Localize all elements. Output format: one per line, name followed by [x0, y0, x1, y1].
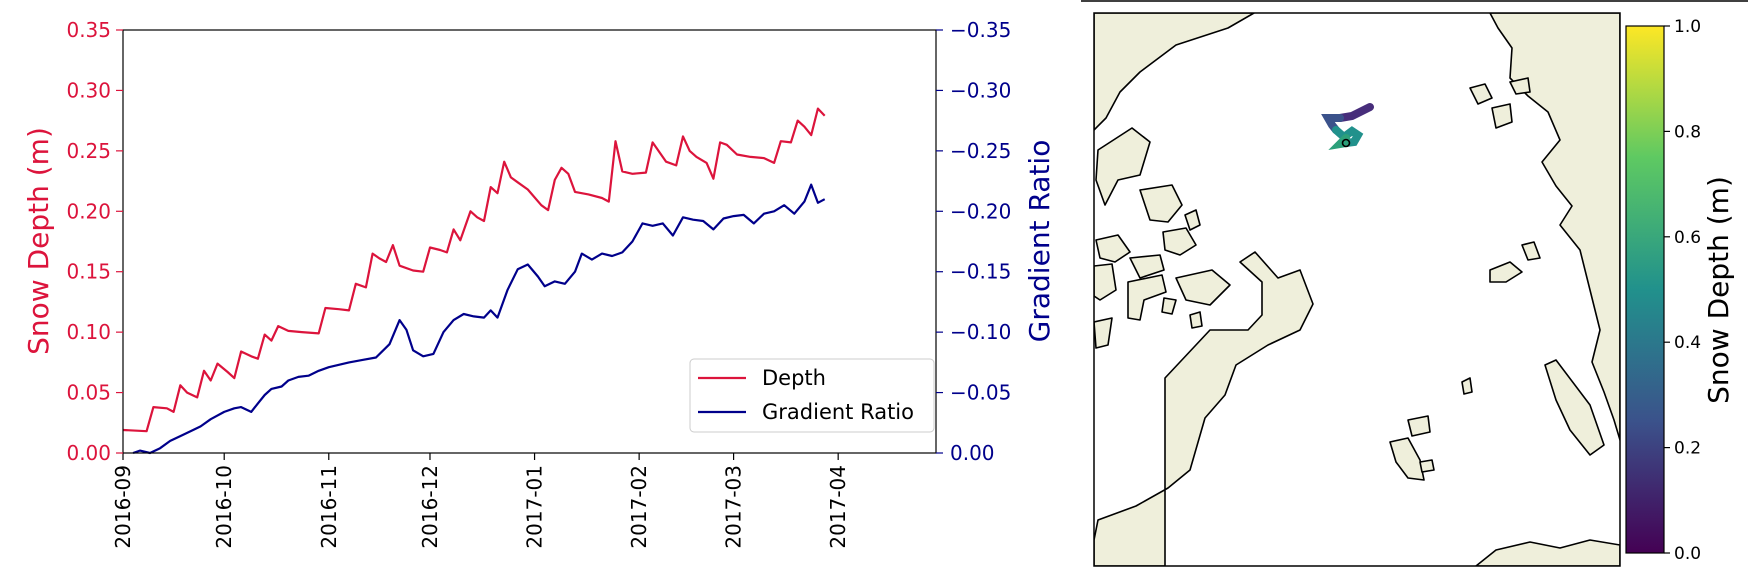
x-tick-label: 2016-11 [317, 465, 341, 549]
colorbar-tick-label: 1.0 [1674, 17, 1701, 37]
land-island-12 [1190, 312, 1202, 328]
y-tick-label: 0.25 [66, 139, 111, 163]
x-axis: 2016-09 2016-10 2016-11 2016-12 2017-01 2017-… [111, 453, 850, 549]
colorbar-tick-label: 0.2 [1674, 439, 1701, 459]
y-axis-left: 0.00 0.05 0.10 0.15 0.20 0.25 0.30 0.35 [66, 18, 123, 465]
line-chart: 2016-09 2016-10 2016-11 2016-12 2017-01 2017-… [22, 18, 1056, 549]
colorbar-gradient [1626, 26, 1664, 553]
y-tick-label: 0.20 [66, 199, 111, 223]
x-tick-label: 2016-09 [111, 465, 135, 549]
land-island-22 [1420, 460, 1434, 472]
colorbar-tick-label: 0.0 [1674, 544, 1701, 564]
colorbar: 0.0 0.2 0.4 0.6 0.8 1.0 Snow Depth (m) [1626, 17, 1735, 564]
y2-tick-label: −0.15 [950, 260, 1011, 284]
land-island-20 [1408, 416, 1430, 436]
x-tick-label: 2017-02 [627, 465, 651, 549]
y2-tick-label: 0.00 [950, 441, 995, 465]
colorbar-tick-label: 0.4 [1674, 333, 1701, 353]
y2-tick-label: −0.25 [950, 139, 1011, 163]
y-tick-label: 0.15 [66, 260, 111, 284]
y2-tick-label: −0.20 [950, 199, 1011, 223]
land-island-18 [1462, 378, 1472, 394]
x-tick-label: 2017-03 [722, 465, 746, 549]
y-tick-label: 0.05 [66, 381, 111, 405]
y2-tick-label: −0.30 [950, 78, 1011, 102]
y2-axis-label: Gradient Ratio [1023, 140, 1056, 343]
x-tick-label: 2017-01 [523, 465, 547, 549]
y-tick-label: 0.10 [66, 320, 111, 344]
colorbar-ticks: 0.0 0.2 0.4 0.6 0.8 1.0 [1664, 17, 1701, 564]
colorbar-label: Snow Depth (m) [1702, 176, 1735, 404]
y-tick-label: 0.00 [66, 441, 111, 465]
legend-label-gradient: Gradient Ratio [762, 400, 914, 424]
legend: Depth Gradient Ratio [690, 359, 934, 432]
y-axis-right: 0.00 −0.05 −0.10 −0.15 −0.20 −0.25 −0.30 −0.35 [936, 18, 1011, 465]
x-tick-label: 2016-10 [212, 465, 236, 549]
map-area [1094, 13, 1620, 566]
y2-tick-label: −0.05 [950, 381, 1011, 405]
x-tick-label: 2017-04 [826, 465, 850, 549]
y-axis-label: Snow Depth (m) [22, 127, 55, 355]
y-tick-label: 0.30 [66, 78, 111, 102]
legend-label-depth: Depth [762, 366, 826, 390]
colorbar-tick-label: 0.6 [1674, 228, 1701, 248]
colorbar-tick-label: 0.8 [1674, 122, 1701, 142]
map-panel: 0.0 0.2 0.4 0.6 0.8 1.0 Snow Depth (m) [1081, 1, 1748, 566]
y-tick-label: 0.35 [66, 18, 111, 42]
y2-tick-label: −0.10 [950, 320, 1011, 344]
y2-tick-label: −0.35 [950, 18, 1011, 42]
x-tick-label: 2016-12 [418, 465, 442, 549]
